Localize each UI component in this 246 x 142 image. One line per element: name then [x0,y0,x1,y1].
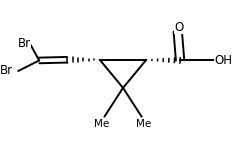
Text: Br: Br [17,37,31,50]
Text: O: O [174,21,184,34]
Text: Me: Me [136,119,152,129]
Text: Me: Me [94,119,110,129]
Text: OH: OH [214,54,232,67]
Text: Br: Br [0,64,13,77]
